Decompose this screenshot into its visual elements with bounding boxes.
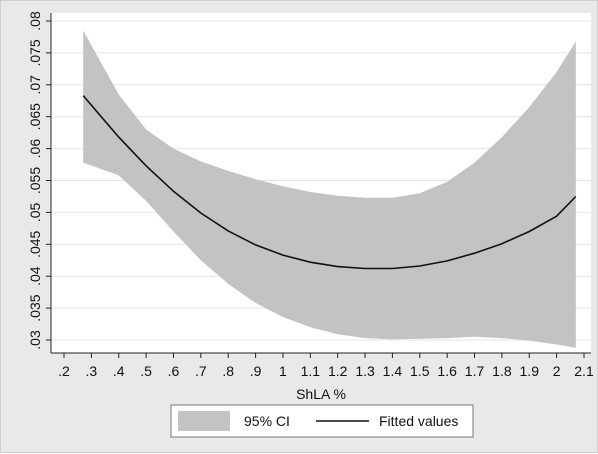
ci-band: [83, 30, 576, 348]
x-tick-labels: .2 .3 .4 .5 .6 .7 .8 .9 1 1.1 1.2 1.3 1.4 1.5 1.6 1.7 1.…: [58, 353, 594, 379]
x-axis-title: ShLA %: [296, 386, 346, 402]
x-tick-label: 1.1: [301, 363, 321, 379]
y-tick-label: .075: [27, 39, 43, 66]
y-tick-label: .05: [27, 202, 43, 222]
x-tick-label: 1: [279, 363, 287, 379]
x-tick-label: 1.5: [410, 363, 430, 379]
legend: 95% CI Fitted values: [170, 404, 474, 438]
x-tick-label: 1.6: [437, 363, 457, 379]
x-tick-label: .5: [140, 363, 152, 379]
legend-swatch-ci: [178, 411, 230, 431]
x-tick-label: 1.2: [328, 363, 348, 379]
y-tick-label: .08: [27, 11, 43, 31]
y-tick-label: .055: [27, 167, 43, 194]
x-tick-label: 2.1: [574, 363, 594, 379]
x-tick-label: .3: [86, 363, 98, 379]
y-tick-label: .035: [27, 294, 43, 321]
x-tick-label: 2: [553, 363, 561, 379]
y-tick-label: .04: [27, 266, 43, 286]
y-tick-label: .06: [27, 139, 43, 159]
fitted-values-line: [82, 95, 577, 270]
x-tick-label: .4: [113, 363, 125, 379]
y-tick-label: .07: [27, 75, 43, 95]
x-tick-label: .9: [250, 363, 262, 379]
y-tick-labels: .03 .035 .04 .045 .05 .055 .06 .065 .07 .075 .08: [27, 11, 51, 350]
x-tick-label: 1.8: [492, 363, 512, 379]
x-tick-label: .6: [168, 363, 180, 379]
x-tick-label: 1.3: [355, 363, 375, 379]
y-tick-label: .045: [27, 230, 43, 257]
x-tick-label: .7: [195, 363, 207, 379]
x-tick-label: 1.7: [465, 363, 485, 379]
fitted-line-layer: [82, 95, 577, 270]
ci-band-layer: [83, 30, 576, 348]
x-tick-label: 1.4: [383, 363, 403, 379]
y-tick-label: .065: [27, 103, 43, 130]
x-tick-label: 1.9: [520, 363, 540, 379]
x-tick-label: .2: [58, 363, 70, 379]
axes: [50, 13, 591, 354]
y-tick-label: .03: [27, 330, 43, 350]
legend-label-ci: 95% CI: [244, 413, 290, 429]
x-tick-label: .8: [222, 363, 234, 379]
legend-label-fitted: Fitted values: [379, 413, 458, 429]
